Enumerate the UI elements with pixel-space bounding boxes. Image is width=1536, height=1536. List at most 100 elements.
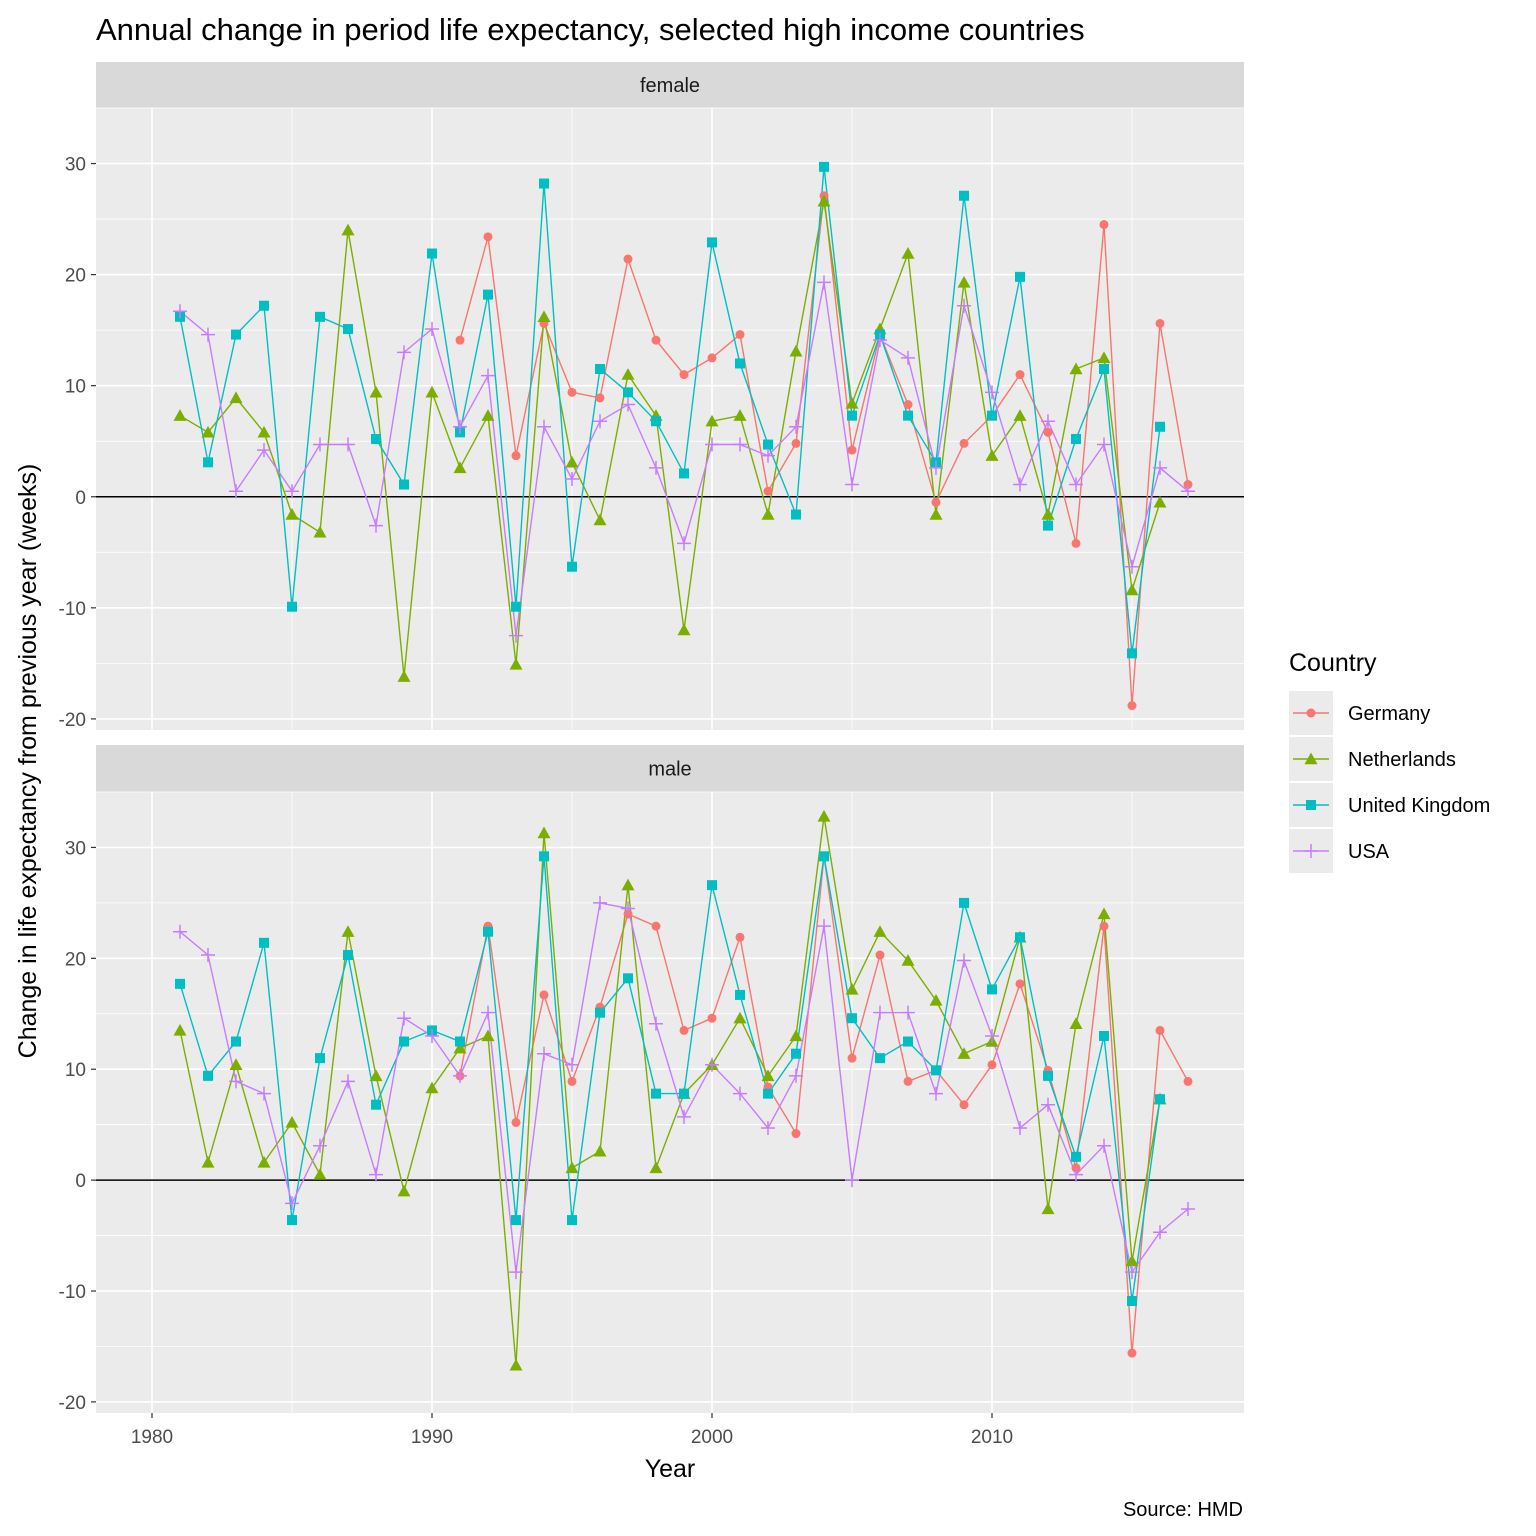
data-point (621, 878, 635, 891)
data-point (481, 1029, 495, 1042)
data-point (623, 973, 633, 984)
legend-key-marker (1306, 708, 1316, 718)
data-point (845, 396, 859, 409)
data-point (789, 1068, 803, 1083)
data-point (595, 364, 605, 375)
data-point (509, 1265, 523, 1280)
data-point (763, 439, 773, 450)
data-point (565, 1161, 579, 1174)
data-point (593, 414, 607, 429)
data-point (1041, 414, 1055, 429)
data-point (511, 1215, 521, 1226)
data-point (959, 897, 969, 908)
data-point (1013, 1121, 1027, 1136)
data-point (1013, 409, 1027, 421)
data-point (229, 1074, 243, 1089)
data-point (397, 1011, 411, 1026)
data-point (623, 387, 633, 398)
data-point (1069, 362, 1083, 375)
legend-title: Country (1289, 649, 1377, 677)
source-caption: Source: HMD (1123, 1499, 1243, 1521)
data-point (1153, 495, 1167, 508)
legend: Country Germany Netherlands United Kingdom… (1289, 649, 1490, 873)
data-point (539, 851, 549, 862)
data-point (623, 254, 633, 264)
data-point (201, 327, 215, 342)
data-point (761, 508, 775, 520)
data-point (679, 1025, 689, 1035)
data-point (313, 437, 327, 452)
data-point (875, 1053, 885, 1064)
data-point (903, 410, 913, 421)
data-point (397, 670, 411, 682)
data-point (175, 978, 185, 989)
data-point (595, 393, 605, 403)
data-point (567, 387, 577, 397)
data-point (763, 1088, 773, 1099)
data-point (369, 1167, 383, 1182)
data-point (287, 601, 297, 612)
data-point (509, 628, 523, 643)
data-point (1043, 1070, 1053, 1081)
data-point (791, 438, 801, 448)
data-point (1015, 979, 1025, 989)
data-point (817, 275, 831, 290)
data-point (509, 1358, 523, 1371)
data-point (1071, 1151, 1081, 1162)
data-point (1127, 1348, 1137, 1358)
data-point (1015, 932, 1025, 943)
y-tick-label: -10 (59, 1282, 86, 1303)
data-point (903, 1036, 913, 1047)
data-point (987, 1060, 997, 1070)
series-points-united-kingdom (175, 851, 1165, 1306)
y-tick-label: -10 (59, 599, 86, 620)
data-point (287, 1215, 297, 1226)
data-point (285, 484, 299, 499)
data-point (201, 1155, 215, 1168)
data-point (341, 925, 355, 937)
y-tick-label: 10 (65, 1060, 86, 1081)
data-point (621, 397, 635, 412)
data-point (229, 391, 243, 404)
data-point (565, 1057, 579, 1072)
legend-key-marker (1306, 800, 1316, 810)
data-point (929, 993, 943, 1006)
data-point (761, 448, 775, 463)
data-point (315, 1053, 325, 1064)
data-point (229, 1058, 243, 1070)
data-point (845, 477, 859, 492)
legend-item-germany: Germany (1289, 691, 1430, 735)
legend-item-usa: USA (1289, 829, 1390, 873)
data-point (873, 333, 887, 348)
y-tick-label: 30 (65, 155, 86, 176)
data-point (903, 1076, 913, 1086)
data-point (651, 416, 661, 427)
data-point (957, 298, 971, 313)
data-point (511, 451, 521, 461)
data-point (819, 161, 829, 172)
data-point (313, 525, 327, 538)
data-point (651, 335, 661, 345)
data-point (649, 460, 663, 475)
data-point (313, 1168, 327, 1180)
data-point (229, 484, 243, 499)
data-point (483, 289, 493, 300)
data-point (791, 1129, 801, 1139)
data-point (677, 536, 691, 551)
data-point (257, 443, 271, 458)
data-point (425, 1081, 439, 1094)
data-point (707, 353, 717, 363)
legend-key-marker (1304, 844, 1318, 858)
data-point (341, 223, 355, 236)
data-point (1181, 1201, 1195, 1216)
data-point (203, 457, 213, 468)
data-point (931, 1065, 941, 1076)
legend-label: United Kingdom (1348, 795, 1490, 817)
data-point (259, 937, 269, 948)
data-point (1099, 364, 1109, 375)
data-point (845, 1173, 859, 1188)
data-point (621, 368, 635, 380)
data-point (341, 437, 355, 452)
y-tick-label: 20 (65, 266, 86, 287)
